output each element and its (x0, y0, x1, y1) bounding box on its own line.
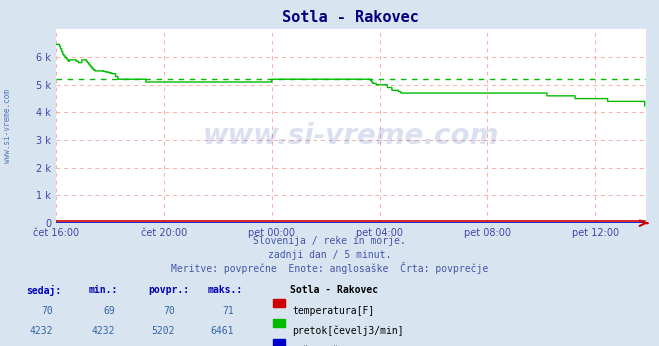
Text: zadnji dan / 5 minut.: zadnji dan / 5 minut. (268, 250, 391, 260)
Text: 4232: 4232 (92, 326, 115, 336)
Text: 5202: 5202 (151, 326, 175, 336)
Text: www.si-vreme.com: www.si-vreme.com (203, 122, 499, 150)
Text: 71: 71 (222, 306, 234, 316)
Text: Slovenija / reke in morje.: Slovenija / reke in morje. (253, 236, 406, 246)
Text: sedaj:: sedaj: (26, 285, 61, 297)
Text: 70: 70 (41, 306, 53, 316)
Title: Sotla - Rakovec: Sotla - Rakovec (283, 10, 419, 26)
Text: 6461: 6461 (210, 326, 234, 336)
Text: www.si-vreme.com: www.si-vreme.com (3, 89, 13, 163)
Text: povpr.:: povpr.: (148, 285, 189, 295)
Text: 70: 70 (163, 306, 175, 316)
Text: min.:: min.: (89, 285, 119, 295)
Text: Meritve: povprečne  Enote: anglosaške  Črta: povprečje: Meritve: povprečne Enote: anglosaške Črt… (171, 262, 488, 274)
Text: Sotla - Rakovec: Sotla - Rakovec (290, 285, 378, 295)
Text: temperatura[F]: temperatura[F] (292, 306, 374, 316)
Text: pretok[čevelj3/min]: pretok[čevelj3/min] (292, 326, 403, 336)
Text: 69: 69 (103, 306, 115, 316)
Text: maks.:: maks.: (208, 285, 243, 295)
Text: 4232: 4232 (29, 326, 53, 336)
